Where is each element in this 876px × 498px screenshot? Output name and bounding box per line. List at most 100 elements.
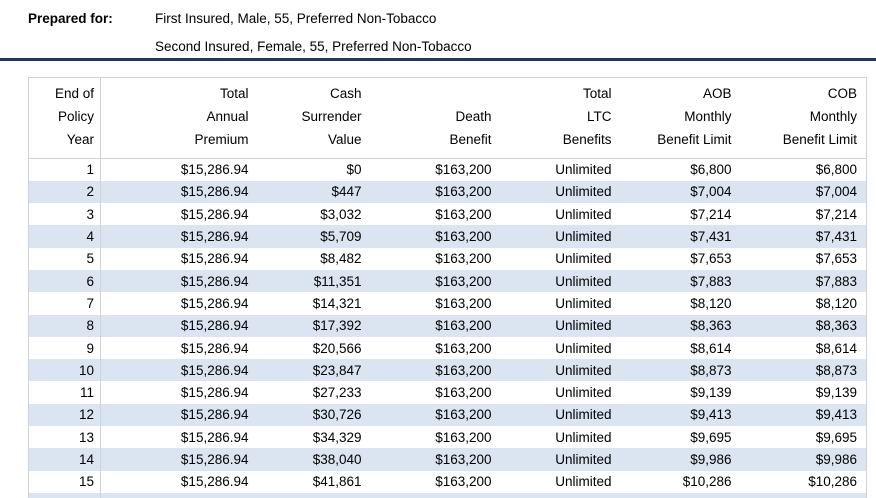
cell-death-benefit: $163,200 <box>435 452 492 467</box>
cell-total-annual-premium: $15,286.94 <box>180 452 249 467</box>
table-row: 11 $15,286.94 $27,233 $163,200 Unlimited… <box>28 381 867 404</box>
col-header-total-annual-premium: Total Annual Premium <box>100 77 258 159</box>
cell-cash-surrender-value: $11,351 <box>313 273 362 289</box>
cell-total-annual-premium: $15,286.94 <box>180 251 249 267</box>
table-row: 12 $15,286.94 $30,726 $163,200 Unlimited… <box>28 403 867 427</box>
table-row: 4 $15,286.94 $5,709 $163,200 Unlimited $… <box>28 225 867 248</box>
col-header-death-benefit: Death Benefit <box>370 77 501 159</box>
table-row: 13 $15,286.94 $34,329 $163,200 Unlimited… <box>28 426 867 449</box>
cell-policy-year: 8 <box>28 314 101 337</box>
cell <box>258 493 371 498</box>
prepared-for-block: Prepared for: First Insured, Male, 55, P… <box>28 0 472 61</box>
cell-cash-surrender-value: $30,726 <box>312 407 362 423</box>
table-row: 8 $15,286.94 $17,392 $163,200 Unlimited … <box>28 314 867 337</box>
col-header-cob-monthly-benefit-limit: COB Monthly Benefit Limit <box>740 77 867 159</box>
cell-policy-year: 5 <box>28 247 101 270</box>
cell-cob-monthly-benefit-limit: $7,004 <box>815 184 857 200</box>
cell-cob-monthly-benefit-limit: $9,695 <box>815 429 857 445</box>
cell-total-annual-premium: $15,286.94 <box>180 362 249 378</box>
cell-aob-monthly-benefit-limit: $8,614 <box>690 340 732 356</box>
cell-aob-monthly-benefit-limit: $7,431 <box>690 229 732 245</box>
cell-aob-monthly-benefit-limit: $9,413 <box>690 407 732 423</box>
table-header: End of Policy Year Total Annual Premium … <box>28 77 867 159</box>
insured-lines: First Insured, Male, 55, Preferred Non-T… <box>155 0 472 61</box>
cell-total-ltc-benefits: Unlimited <box>555 184 612 200</box>
table-body: 1 $15,286.94 $0 $163,200 Unlimited $6,80… <box>28 158 867 493</box>
cell-death-benefit: $163,200 <box>435 429 492 445</box>
cell-total-annual-premium: $15,286.94 <box>180 407 249 423</box>
table-row: 15 $15,286.94 $41,861 $163,200 Unlimited… <box>28 470 867 493</box>
cell-policy-year: 4 <box>28 225 101 248</box>
cell-death-benefit: $163,200 <box>435 273 492 289</box>
cell-cob-monthly-benefit-limit: $7,883 <box>815 273 857 289</box>
cell-cash-surrender-value: $17,392 <box>312 318 362 334</box>
cell-death-benefit: $163,200 <box>435 362 492 378</box>
cell <box>371 493 501 498</box>
cell-aob-monthly-benefit-limit: $9,139 <box>690 385 732 401</box>
cell-cob-monthly-benefit-limit: $6,800 <box>815 162 857 178</box>
cell-aob-monthly-benefit-limit: $8,363 <box>690 318 732 334</box>
cell-cob-monthly-benefit-limit: $7,214 <box>815 206 857 222</box>
cell-cash-surrender-value: $0 <box>346 162 362 178</box>
cell-aob-monthly-benefit-limit: $6,800 <box>690 162 732 178</box>
first-insured-line: First Insured, Male, 55, Preferred Non-T… <box>155 11 437 26</box>
cell-policy-year: 6 <box>28 269 101 293</box>
col-header-aob-monthly-benefit-limit: AOB Monthly Benefit Limit <box>620 77 741 159</box>
col-header-cash-surrender-value: Cash Surrender Value <box>257 77 371 159</box>
table-row: 9 $15,286.94 $20,566 $163,200 Unlimited … <box>28 336 867 360</box>
cell-aob-monthly-benefit-limit: $9,695 <box>690 429 732 445</box>
cell-total-annual-premium: $15,286.94 <box>180 295 249 311</box>
cell-policy-year: 3 <box>28 203 101 226</box>
cell-death-benefit: $163,200 <box>435 162 492 178</box>
cell-total-ltc-benefits: Unlimited <box>555 251 612 267</box>
cell-death-benefit: $163,200 <box>435 184 492 200</box>
cell-total-ltc-benefits: Unlimited <box>555 318 612 334</box>
cell-total-ltc-benefits: Unlimited <box>555 429 612 445</box>
cell-total-ltc-benefits: Unlimited <box>555 206 612 222</box>
cell-cob-monthly-benefit-limit: $8,873 <box>815 362 857 378</box>
cell-cash-surrender-value: $14,321 <box>312 295 362 311</box>
cell-cash-surrender-value: $20,566 <box>312 340 362 356</box>
cell-total-annual-premium: $15,286.94 <box>180 318 249 334</box>
cell-total-ltc-benefits: Unlimited <box>555 273 612 289</box>
cell-policy-year: 1 <box>28 158 101 181</box>
cell-death-benefit: $163,200 <box>435 318 492 334</box>
cell-cob-monthly-benefit-limit: $7,431 <box>815 229 857 245</box>
cell <box>101 493 258 498</box>
cell-total-ltc-benefits: Unlimited <box>555 295 612 311</box>
cell-total-ltc-benefits: Unlimited <box>555 162 612 178</box>
cell-cash-surrender-value: $3,032 <box>320 206 362 222</box>
cell-cob-monthly-benefit-limit: $9,139 <box>815 385 857 401</box>
cell-total-annual-premium: $15,286.94 <box>180 162 249 178</box>
table-row: 3 $15,286.94 $3,032 $163,200 Unlimited $… <box>28 203 867 226</box>
cell-cash-surrender-value: $38,040 <box>312 452 362 467</box>
table-row: 10 $15,286.94 $23,847 $163,200 Unlimited… <box>28 359 867 382</box>
cell-aob-monthly-benefit-limit: $8,120 <box>690 295 732 311</box>
col-header-end-of-policy-year: End of Policy Year <box>28 77 101 159</box>
cell-aob-monthly-benefit-limit: $7,653 <box>690 251 732 267</box>
cell-total-annual-premium: $15,286.94 <box>180 385 249 401</box>
cell-death-benefit: $163,200 <box>435 407 492 423</box>
policy-illustration-table: End of Policy Year Total Annual Premium … <box>28 77 867 498</box>
cell-cash-surrender-value: $34,329 <box>312 429 362 445</box>
cell-total-annual-premium: $15,286.94 <box>180 184 249 200</box>
table-partial-row-area <box>28 492 867 498</box>
cell-total-ltc-benefits: Unlimited <box>555 407 612 423</box>
cell-policy-year: 10 <box>28 359 101 382</box>
cell-policy-year: 12 <box>28 403 101 427</box>
cell-total-annual-premium: $15,286.94 <box>180 229 249 245</box>
cell-policy-year: 9 <box>28 336 101 360</box>
cell-cob-monthly-benefit-limit: $9,986 <box>815 452 857 467</box>
cell-total-annual-premium: $15,286.94 <box>180 474 249 490</box>
cell-cob-monthly-benefit-limit: $7,653 <box>815 251 857 267</box>
cell-cob-monthly-benefit-limit: $8,614 <box>815 340 857 356</box>
cell-aob-monthly-benefit-limit: $9,986 <box>690 452 732 467</box>
cell-policy-year: 15 <box>28 470 101 493</box>
cell-death-benefit: $163,200 <box>435 474 492 490</box>
cell <box>28 492 101 498</box>
cell-cash-surrender-value: $447 <box>331 184 362 200</box>
col-header-total-ltc-benefits: Total LTC Benefits <box>500 77 621 159</box>
table-row: 6 $15,286.94 $11,351 $163,200 Unlimited … <box>28 269 867 293</box>
cell-cash-surrender-value: $23,847 <box>312 362 362 378</box>
cell-aob-monthly-benefit-limit: $8,873 <box>690 362 732 378</box>
